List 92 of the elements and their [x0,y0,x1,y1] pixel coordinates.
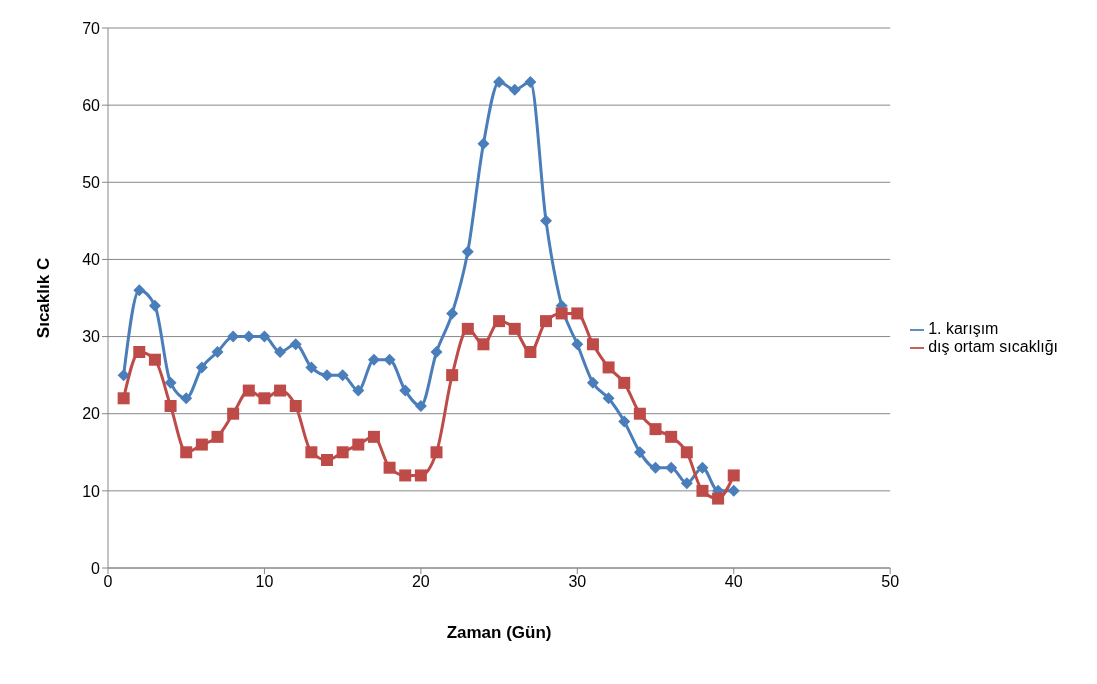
point [602,361,615,374]
point [258,392,271,405]
point [446,307,459,320]
point [665,430,678,443]
point [680,477,693,490]
point [321,454,334,466]
point [493,76,506,88]
legend-label: 1. karışım [928,320,999,337]
y-tick-label: 70 [82,19,101,37]
point [148,353,161,366]
point [195,438,208,451]
point [195,361,208,374]
point [227,407,240,420]
point [540,315,553,328]
point [524,76,537,88]
y-tick-label: 20 [82,405,101,423]
point [367,430,380,443]
point [336,369,349,382]
y-tick-label: 0 [91,559,101,577]
point [399,469,412,482]
point [180,446,193,459]
point [633,446,646,459]
point [555,307,568,320]
point [352,384,365,397]
point [461,322,474,335]
point [211,430,224,443]
point [352,438,365,451]
point [571,338,584,351]
point [540,214,553,227]
point [305,361,318,374]
point [242,384,255,397]
x-tick-label: 20 [411,573,430,591]
point [414,469,427,482]
point [289,400,302,412]
point [665,461,678,474]
point [649,423,662,436]
point [383,353,396,366]
point [399,384,412,397]
point [164,376,177,389]
point [211,346,224,358]
point [680,446,693,459]
point [164,400,177,412]
y-tick-label: 10 [82,482,101,500]
point [336,446,349,459]
x-tick-label: 50 [881,573,900,591]
point [367,353,380,366]
point [133,284,146,297]
point [696,461,709,474]
point [477,338,490,351]
point [493,315,506,328]
point [586,338,599,351]
point [383,461,396,474]
point [727,484,740,497]
point [305,446,318,459]
point [430,446,443,459]
point [618,415,631,428]
point [508,83,521,96]
x-axis-title: Zaman (Gün) [446,623,552,642]
y-tick-label: 50 [82,173,101,191]
point [446,369,459,382]
x-tick-label: 30 [568,573,587,591]
point [524,346,537,358]
point [461,245,474,258]
point [148,299,161,312]
point [133,346,146,358]
point [274,384,287,397]
x-tick-label: 10 [255,573,274,591]
y-axis-title: Sıcaklık C [34,257,54,339]
x-tick-label: 40 [724,573,743,591]
point [602,392,615,405]
point [289,338,302,351]
point [180,392,193,405]
point [727,469,740,482]
point [571,307,584,320]
point [117,369,130,382]
legend-label: dış ortam sıcaklığı [928,338,1058,355]
point [633,407,646,420]
point [430,346,443,358]
point [712,492,725,505]
point [586,376,599,389]
point [117,392,130,405]
point [414,400,427,412]
point [477,137,490,150]
x-tick-label: 0 [103,573,113,591]
point [508,322,521,335]
y-tick-label: 30 [82,328,101,346]
point [618,376,631,389]
point [274,346,287,358]
point [696,484,709,497]
y-tick-label: 60 [82,96,101,114]
y-tick-label: 40 [82,251,101,269]
point [649,461,662,474]
